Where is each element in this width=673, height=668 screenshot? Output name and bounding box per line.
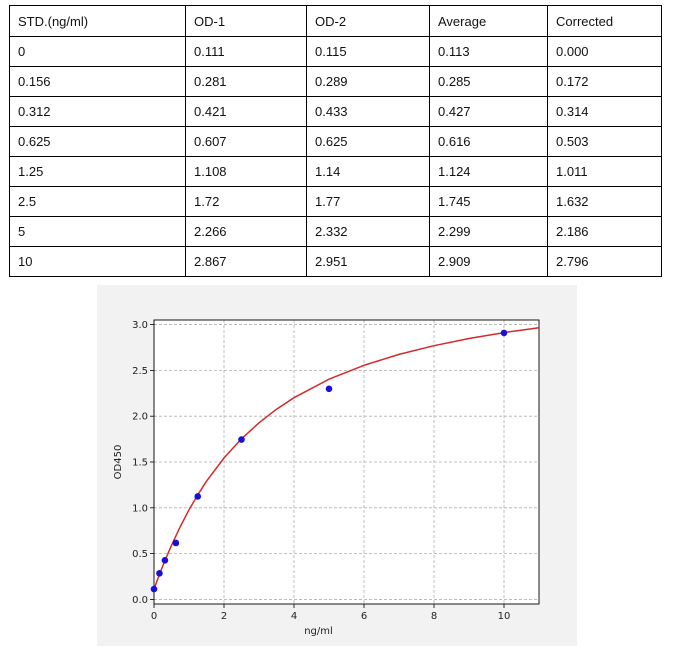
table-cell: 2.332 — [306, 216, 430, 247]
table-cell: 0.625 — [9, 126, 186, 157]
y-tick-label: 1.0 — [132, 503, 148, 514]
table-cell: 0.625 — [306, 126, 430, 157]
y-tick-label: 1.5 — [132, 458, 148, 469]
table-cell: 5 — [9, 216, 186, 247]
table-cell: 0.312 — [9, 96, 186, 127]
header-od1: OD-1 — [185, 5, 307, 37]
table-cell: 1.108 — [185, 156, 307, 187]
table-cell: 0.156 — [9, 66, 186, 97]
table-cell: 1.011 — [547, 156, 662, 187]
standard-data-table: STD.(ng/ml) OD-1 OD-2 Average Corrected … — [9, 5, 662, 277]
table-cell: 0.433 — [306, 96, 430, 127]
table-cell: 1.14 — [306, 156, 430, 187]
table-cell: 0.113 — [429, 36, 548, 67]
table-cell: 1.745 — [429, 186, 548, 217]
data-point — [172, 539, 180, 547]
header-average: Average — [429, 5, 548, 37]
y-tick-label: 0.0 — [132, 595, 148, 606]
data-point — [150, 585, 158, 593]
table-cell: 0.421 — [185, 96, 307, 127]
table-body: 0 0.111 0.115 0.113 0.000 0.156 0.281 0.289 0.28… — [9, 36, 662, 277]
table-row: 0.625 0.607 0.625 0.616 0.503 — [9, 126, 662, 157]
data-point — [238, 436, 245, 443]
x-tick-label: 6 — [361, 611, 367, 622]
header-corrected: Corrected — [547, 5, 662, 37]
y-tick-label: 0.5 — [132, 549, 148, 560]
x-tick-label: 4 — [291, 611, 297, 622]
table-cell: 10 — [9, 246, 186, 277]
table-cell: 2.796 — [547, 246, 662, 277]
table-cell: 0.616 — [429, 126, 548, 157]
table-cell: 0.172 — [547, 66, 662, 97]
table-row: 0 0.111 0.115 0.113 0.000 — [9, 36, 662, 67]
table-cell: 2.909 — [429, 246, 548, 277]
data-point — [156, 570, 163, 577]
chart-svg: 0.0 0.5 1.0 1.5 2.0 2.5 3.0 0 2 4 6 8 10 ng/ml OD450 — [113, 319, 540, 637]
table-cell: 0.281 — [185, 66, 307, 97]
table-cell: 2.299 — [429, 216, 548, 247]
data-point — [161, 557, 169, 564]
table-cell: 0.607 — [185, 126, 307, 157]
data-point — [325, 385, 333, 393]
header-od2: OD-2 — [306, 5, 430, 37]
x-axis-title: ng/ml — [304, 626, 333, 637]
table-cell: 2.951 — [306, 246, 430, 277]
x-tick-label: 0 — [151, 611, 157, 622]
table-cell: 0.115 — [306, 36, 430, 67]
x-tick-label: 8 — [431, 611, 437, 622]
table-row: 2.5 1.72 1.77 1.745 1.632 — [9, 186, 662, 217]
table-cell: 0.111 — [185, 36, 307, 67]
table-row: 10 2.867 2.951 2.909 2.796 — [9, 246, 662, 277]
table-cell: 2.186 — [547, 216, 662, 247]
table-cell: 1.124 — [429, 156, 548, 187]
data-point — [500, 329, 508, 337]
table-header-row: STD.(ng/ml) OD-1 OD-2 Average Corrected — [9, 5, 662, 37]
table-cell: 1.77 — [306, 186, 430, 217]
table-row: 0.156 0.281 0.289 0.285 0.172 — [9, 66, 662, 97]
y-tick-label: 2.0 — [132, 412, 148, 423]
table-cell: 0.503 — [547, 126, 662, 157]
table-cell: 0.289 — [306, 66, 430, 97]
table-cell: 0.285 — [429, 66, 548, 97]
x-tick-label: 10 — [498, 611, 511, 622]
table-row: 0.312 0.421 0.433 0.427 0.314 — [9, 96, 662, 127]
x-tick-label: 2 — [221, 611, 227, 622]
table-row: 1.25 1.108 1.14 1.124 1.011 — [9, 156, 662, 187]
standard-curve-chart: 0.0 0.5 1.0 1.5 2.0 2.5 3.0 0 2 4 6 8 10 ng/ml OD450 — [97, 285, 577, 646]
table-cell: 1.72 — [185, 186, 307, 217]
table-cell: 2.5 — [9, 186, 186, 217]
y-axis-title: OD450 — [113, 445, 124, 480]
table-cell: 2.867 — [185, 246, 307, 277]
plot-frame — [153, 319, 540, 605]
table-cell: 0.000 — [547, 36, 662, 67]
table-cell: 2.266 — [185, 216, 307, 247]
table-cell: 0.314 — [547, 96, 662, 127]
y-tick-label: 2.5 — [132, 366, 148, 377]
data-point — [194, 493, 202, 500]
y-tick-label: 3.0 — [132, 320, 148, 331]
table-cell: 1.632 — [547, 186, 662, 217]
table-cell: 1.25 — [9, 156, 186, 187]
table-cell: 0.427 — [429, 96, 548, 127]
header-std: STD.(ng/ml) — [9, 5, 186, 37]
table-row: 5 2.266 2.332 2.299 2.186 — [9, 216, 662, 247]
table-cell: 0 — [9, 36, 186, 67]
